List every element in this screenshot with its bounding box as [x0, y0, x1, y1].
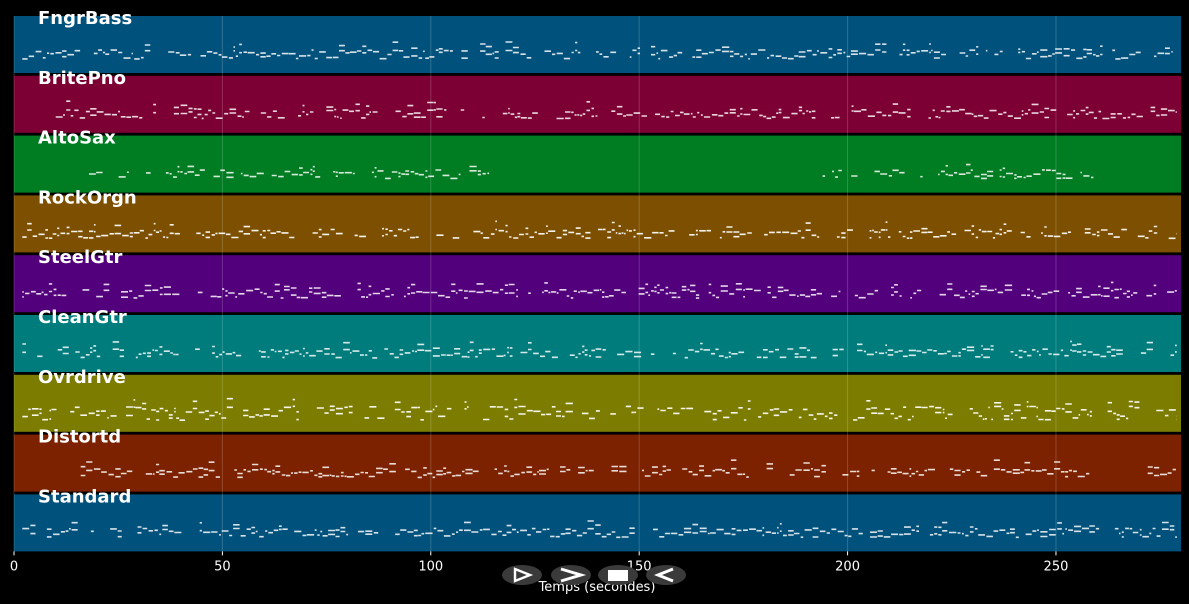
track-notes	[22, 220, 1177, 240]
stop-button[interactable]	[598, 565, 638, 585]
track-name-steelgtr: SteelGtr	[38, 247, 123, 268]
x-axis: 0 50 100 150 200 250	[10, 551, 1069, 574]
track-background	[14, 434, 1181, 492]
playback-controls	[502, 565, 686, 585]
track-name-britepno: BritePno	[38, 68, 126, 89]
chevron-right-icon	[560, 567, 587, 583]
play-outline-icon	[513, 567, 534, 583]
button-bg	[502, 565, 542, 585]
track-background	[14, 135, 1181, 193]
track-name-standard: Standard	[38, 486, 131, 507]
track-fngrbass	[14, 16, 1181, 73]
track-background	[14, 195, 1181, 253]
track-background	[14, 255, 1181, 313]
x-tick-label-200: 200	[835, 559, 860, 574]
stop-icon	[608, 570, 628, 581]
track-notes	[22, 340, 1177, 359]
track-name-altosax: AltoSax	[38, 128, 116, 149]
track-background	[14, 75, 1181, 133]
x-tick-label-50: 50	[214, 559, 231, 574]
track-background	[14, 494, 1181, 552]
track-distortd	[14, 434, 1181, 492]
track-cleangtr	[14, 315, 1181, 372]
grid-layer	[13, 16, 1057, 552]
track-steelgtr	[14, 255, 1181, 313]
labels-layer: FngrBass BritePno AltoSax RockOrgn SteelGtr C…	[38, 8, 137, 507]
track-notes	[22, 520, 1177, 539]
x-tick-label-0: 0	[10, 559, 18, 574]
track-name-cleangtr: CleanGtr	[38, 307, 127, 328]
track-background	[14, 16, 1181, 73]
button-bg	[646, 565, 686, 585]
track-name-fngrbass: FngrBass	[38, 8, 132, 29]
track-britepno	[14, 75, 1181, 133]
x-tick-label-100: 100	[418, 559, 443, 574]
rewind-icon	[653, 567, 674, 583]
track-name-rockorgn: RockOrgn	[38, 187, 137, 208]
fast-forward-button[interactable]	[551, 565, 591, 585]
track-name-ovrdrive: Ovrdrive	[38, 367, 126, 388]
track-background	[14, 315, 1181, 372]
rewind-button[interactable]	[646, 565, 686, 585]
track-notes	[80, 459, 1176, 479]
track-notes	[22, 281, 1177, 299]
track-background	[14, 374, 1181, 432]
track-notes	[89, 163, 1094, 180]
track-name-distortd: Distortd	[38, 427, 121, 448]
track-ovrdrive	[14, 374, 1181, 432]
x-axis-label: Temps (secondes)	[538, 580, 656, 595]
track-rockorgn	[14, 195, 1181, 253]
track-notes	[22, 41, 1173, 60]
track-altosax	[14, 135, 1181, 193]
x-tick-label-250: 250	[1044, 559, 1069, 574]
track-standard	[14, 494, 1181, 552]
play-button[interactable]	[502, 565, 542, 585]
tracks-layer	[14, 16, 1181, 552]
